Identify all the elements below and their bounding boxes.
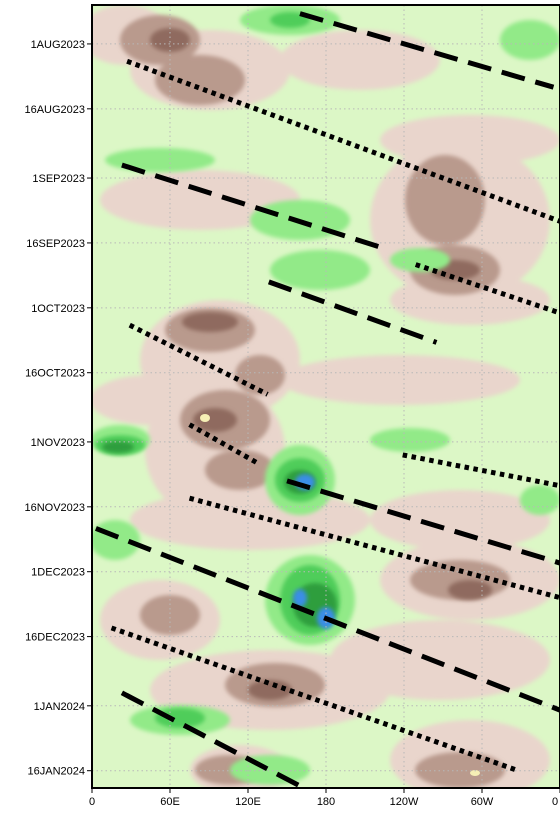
y-tick-label: 16OCT2023 xyxy=(25,368,85,380)
x-tick-label: 60E xyxy=(160,796,180,808)
yellow-regions xyxy=(200,414,480,776)
dotted-propagation-line xyxy=(128,322,269,397)
y-tick-label: 16NOV2023 xyxy=(24,502,85,514)
dashed-propagation-line xyxy=(121,162,382,250)
dashed-propagation-line xyxy=(267,279,438,345)
y-axis-ticks: 1AUG2023 16AUG2023 1SEP2023 16SEP2023 1OCT20… xyxy=(24,39,92,778)
x-tick-label: 120E xyxy=(235,796,261,808)
x-axis-ticks: 0 60E 120E 180 120W 60W 0 xyxy=(89,788,560,808)
y-tick-label: 1NOV2023 xyxy=(31,437,85,449)
dashed-propagation-line xyxy=(299,11,555,90)
dotted-propagation-line xyxy=(188,422,260,466)
plot-frame xyxy=(91,4,560,789)
y-tick-label: 1OCT2023 xyxy=(31,303,85,315)
dark-brown-regions xyxy=(150,28,492,700)
dotted-propagation-line xyxy=(188,495,560,601)
dashed-propagation-line xyxy=(286,478,560,566)
propagation-lines xyxy=(94,11,560,788)
x-tick-label: 0 xyxy=(89,796,95,808)
x-tick-label: 60W xyxy=(471,796,494,808)
y-tick-label: 16AUG2023 xyxy=(24,104,85,116)
x-tick-label: 0 xyxy=(552,796,558,808)
x-tick-label: 180 xyxy=(317,796,335,808)
y-tick-label: 16SEP2023 xyxy=(26,238,85,250)
dotted-propagation-line xyxy=(414,262,559,315)
y-tick-label: 1JAN2024 xyxy=(34,701,85,713)
dashed-propagation-line xyxy=(94,526,560,713)
x-tick-label: 120W xyxy=(390,796,419,808)
y-tick-label: 16JAN2024 xyxy=(28,766,86,778)
y-tick-label: 1DEC2023 xyxy=(31,567,85,579)
y-tick-label: 1SEP2023 xyxy=(32,173,85,185)
y-tick-label: 16DEC2023 xyxy=(25,632,85,644)
y-tick-label: 1AUG2023 xyxy=(31,39,85,51)
